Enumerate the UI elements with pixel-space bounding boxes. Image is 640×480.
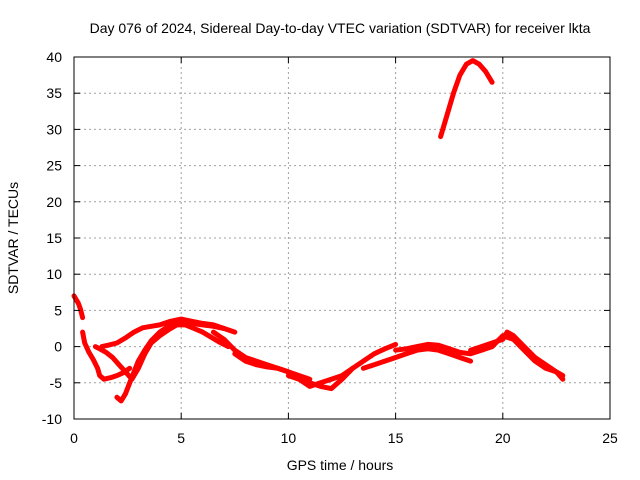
x-tick-label: 20 [495,430,511,446]
y-tick-label: 30 [46,121,62,137]
series-arc5 [114,318,238,404]
chart-title: Day 076 of 2024, Sidereal Day-to-day VTE… [90,20,591,36]
y-axis-tick-labels: -10 -5 0 5 10 15 20 25 30 35 40 [42,49,62,427]
y-tick-label: 5 [54,302,62,318]
series-arc1 [71,293,86,321]
y-tick-label: 15 [46,230,62,246]
series-arc13 [438,58,495,140]
axis-ticks [73,56,611,420]
series-arc2 [80,329,133,382]
y-tick-label: 0 [54,339,62,355]
series-arc8 [285,341,399,392]
y-tick-label: -10 [42,411,62,427]
series-arc6 [210,329,313,382]
y-tick-label: 25 [46,158,62,174]
y-tick-label: 35 [46,85,62,101]
series-arc10 [393,341,495,357]
y-tick-label: 20 [46,194,62,210]
x-axis-label: GPS time / hours [287,457,394,473]
y-tick-label: 10 [46,266,62,282]
x-tick-label: 10 [281,430,297,446]
series-arc12 [489,333,566,379]
series-arc9 [360,346,474,371]
x-tick-label: 15 [388,430,404,446]
y-axis-label: SDTVAR / TECUs [5,182,21,294]
x-tick-label: 5 [177,430,185,446]
x-tick-label: 25 [602,430,618,446]
x-axis-tick-labels: 0 5 10 15 20 25 [70,430,618,446]
data-series [71,58,566,404]
x-tick-label: 0 [70,430,78,446]
y-tick-label: -5 [50,375,63,391]
y-tick-label: 40 [46,49,62,65]
grid-lines [74,57,610,419]
